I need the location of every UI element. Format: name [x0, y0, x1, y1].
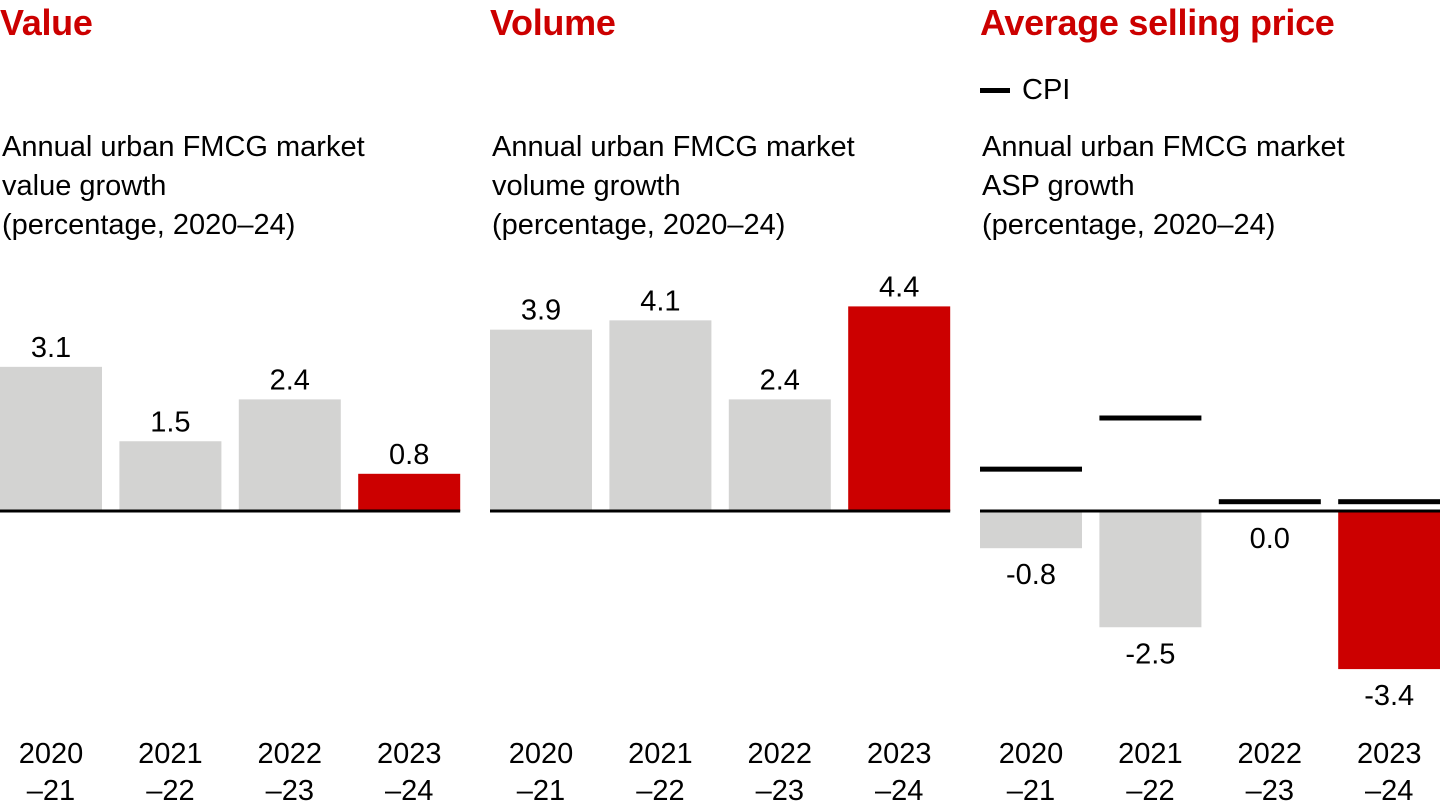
category-label: –21 — [27, 775, 75, 807]
bar — [848, 306, 951, 511]
zero-baseline — [490, 509, 951, 513]
bar — [490, 329, 592, 511]
volume-chart: 3.9 2020 –21 4.1 2021 –22 2.4 2022 –23 4.4 2023 –24 — [490, 271, 951, 807]
category-label: –24 — [875, 775, 923, 807]
bar — [1338, 511, 1440, 670]
category-label: 2021 — [628, 738, 693, 770]
category-label: 2023 — [867, 738, 932, 770]
bar — [119, 441, 222, 511]
zero-baseline — [980, 509, 1440, 513]
category-label: 2020 — [509, 738, 574, 770]
data-label: 4.4 — [879, 271, 919, 303]
cpi-marker — [980, 466, 1082, 472]
category-label: –24 — [385, 775, 433, 807]
bar — [0, 366, 102, 511]
bar — [238, 399, 341, 511]
value-panel: Value Annual urban FMCG market value gro… — [0, 0, 461, 810]
bar — [728, 399, 831, 511]
category-label: 2020 — [19, 738, 84, 770]
category-label: 2023 — [1357, 738, 1422, 770]
category-label: –21 — [517, 775, 565, 807]
data-label: 0.8 — [389, 439, 429, 471]
asp-chart-title: Average selling price — [980, 2, 1335, 43]
bar — [358, 473, 461, 511]
volume-chart-title: Volume — [490, 2, 616, 43]
data-label: 1.5 — [150, 406, 190, 438]
category-label: –23 — [1246, 775, 1294, 807]
cpi-legend-label: CPI — [1022, 74, 1071, 106]
asp-chart-subtitle: Annual urban FMCG market ASP growth (per… — [982, 131, 1345, 241]
data-label: 3.9 — [521, 295, 561, 327]
data-label: 2.4 — [270, 364, 310, 396]
value-chart-subtitle: Annual urban FMCG market value growth (p… — [2, 131, 365, 241]
cpi-marker — [1338, 499, 1440, 505]
data-label: -3.4 — [1364, 680, 1414, 712]
data-label: 0.0 — [1250, 523, 1290, 555]
category-label: 2022 — [1238, 738, 1303, 770]
data-label: 3.1 — [31, 332, 71, 364]
category-label: 2021 — [138, 738, 203, 770]
data-label: -2.5 — [1125, 638, 1175, 670]
value-chart: 3.1 2020 –21 1.5 2021 –22 2.4 2022 –23 0.8 2023 –24 — [0, 332, 461, 807]
category-label: 2021 — [1118, 738, 1183, 770]
category-label: –22 — [636, 775, 684, 807]
cpi-legend: CPI — [980, 74, 1070, 107]
asp-chart: -0.8 2020 –21 -2.5 2021 –22 0.0 2022 –23 -3.4 2023… — [980, 415, 1440, 807]
data-label: -0.8 — [1006, 559, 1056, 591]
data-label: 2.4 — [760, 364, 800, 396]
zero-baseline — [0, 509, 461, 513]
category-label: 2022 — [258, 738, 323, 770]
category-label: 2023 — [377, 738, 442, 770]
volume-panel: Volume Annual urban FMCG market volume g… — [490, 0, 951, 810]
category-label: 2022 — [748, 738, 813, 770]
bar — [609, 320, 712, 511]
bar — [1099, 511, 1202, 628]
cpi-legend-line-icon — [980, 88, 1010, 93]
category-label: –23 — [266, 775, 314, 807]
asp-panel: Average selling price CPI Annual urban F… — [980, 0, 1440, 810]
category-label: –22 — [146, 775, 194, 807]
category-label: –23 — [756, 775, 804, 807]
category-label: –21 — [1007, 775, 1055, 807]
data-label: 4.1 — [640, 285, 680, 317]
value-chart-title: Value — [0, 2, 93, 43]
volume-chart-subtitle: Annual urban FMCG market volume growth (… — [492, 131, 855, 241]
category-label: 2020 — [999, 738, 1064, 770]
category-label: –24 — [1365, 775, 1413, 807]
cpi-marker — [1218, 499, 1321, 505]
category-label: –22 — [1126, 775, 1174, 807]
bar — [980, 511, 1082, 549]
cpi-marker — [1099, 415, 1202, 421]
